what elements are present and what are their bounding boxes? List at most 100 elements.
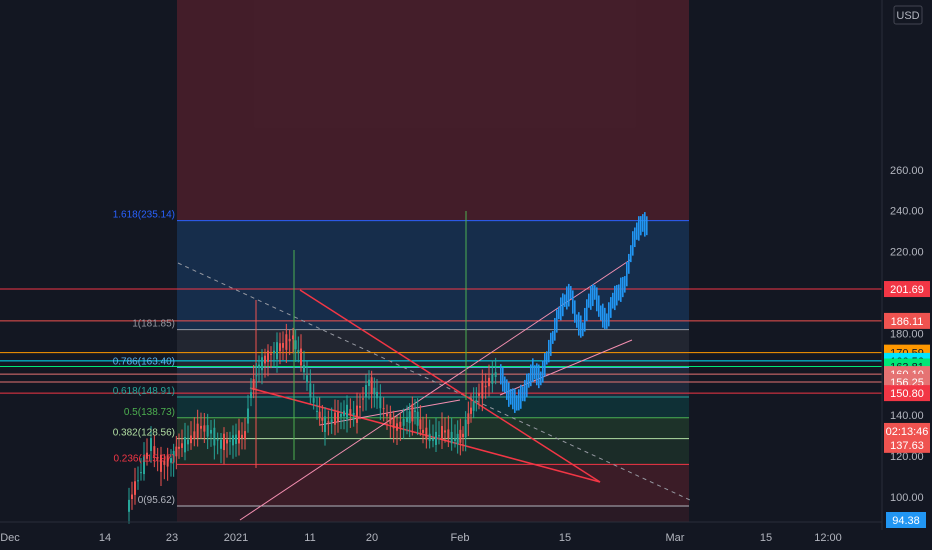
projection-candle [542,360,544,383]
projection-candle [548,339,550,363]
projection-candle [598,295,600,317]
candle-body [250,392,252,398]
candle-body [406,417,408,422]
projection-candle [514,388,516,413]
y-tick-0: 100.00 [890,492,924,504]
y-tick-7: 240.00 [890,206,924,218]
candle-body [309,383,312,397]
projection-candle [582,322,584,337]
projection-candle [532,358,534,383]
candle-body [166,455,169,467]
projection-candle [574,300,576,323]
candle-body [321,417,324,421]
projection-candle [566,286,568,310]
price-badge-text-7: 150.80 [890,388,924,400]
projection-candle [592,284,594,307]
projection-candle [526,373,528,398]
fib-zones [177,0,689,522]
candle-body [137,480,139,482]
candle-body [300,348,302,366]
candle-body [399,421,402,428]
candle-body [282,343,284,348]
price-badge-7 [884,385,930,402]
projection-candle [510,388,512,405]
fib-labels: 0(95.62) 0.236(115.97) 0.382(128.56) 0.5(13… [113,210,175,506]
candle-body [370,377,373,395]
fib-label-7: 1.618(235.14) [113,210,175,221]
candle-body [150,438,152,452]
candle-body [481,380,484,399]
candle-body [303,364,305,373]
fib-label-4: 0.618(148.91) [113,386,175,397]
fib-lines [177,220,689,507]
projection-candle [512,388,514,410]
projection-candle [556,309,558,333]
x-tick-4: 11 [304,532,315,544]
candle-body [422,429,424,433]
candle-body [462,433,464,438]
projection-candle [546,351,548,365]
projection-candle [562,293,564,317]
candle-body [327,421,330,423]
descending-trend-line [299,289,601,483]
candle-body [238,430,240,444]
price-axis[interactable] [882,0,932,550]
projection-candle [506,379,508,400]
candle-body [425,427,428,440]
projection-candle [518,389,520,411]
x-tick-0: Dec [0,532,20,544]
projection-candle [586,299,588,322]
projection-candle [602,303,604,328]
candle-body [247,408,249,424]
projection-candle [636,222,638,240]
projection-candle [558,306,560,320]
projection-candle [580,315,582,338]
candle-body [396,423,398,431]
projection-candle [564,294,566,307]
candle-body [172,450,175,463]
candle-body [241,434,243,439]
candle-body [365,385,367,398]
fib-zone-0 [177,464,689,506]
x-tick-3: 2021 [224,532,248,544]
x-tick-5: 20 [366,532,378,544]
projection-candle [522,386,524,402]
candle-body [435,431,437,445]
fib-label-5: 0.786(163.40) [113,356,175,367]
candle-body [279,343,281,352]
candle-body [459,429,462,443]
projection-candle [540,371,542,386]
x-ticks: Dec 14 23 2021 11 20 Feb 15 Mar 15 12:00 [0,532,842,544]
candle-body [288,338,291,342]
price-badge-text-9: 137.63 [890,440,924,452]
projection-candle [638,216,640,241]
projection-candles [500,212,648,413]
candle-body [346,404,348,419]
candle-body [187,439,189,445]
candle-body [491,374,494,384]
candle-body [255,375,258,377]
y-ticks: 100.00120.00140.00160.00180.00200.00220.… [890,165,924,504]
candle-body [419,419,422,430]
projection-candle [622,276,624,298]
projection-candle [632,231,634,256]
currency-badge[interactable] [893,5,923,25]
candle-body [478,393,480,396]
candle-body [456,433,459,445]
candle-body [454,438,456,441]
projection-candle [568,283,570,307]
fib-label-3: 0.5(138.73) [124,407,175,418]
candle-body [330,419,333,423]
projection-candle [616,284,618,306]
candle-body [324,416,326,433]
price-badge-text-1: 186.11 [891,316,924,328]
price-badge-text-8: 02:13:46 [886,426,929,438]
candle-body [337,412,339,422]
candle-body [441,426,443,440]
fib-label-0: 0(95.62) [138,495,175,506]
price-badge-text-0: 201.69 [890,284,924,296]
candle-body [190,435,192,444]
projection-candle [508,382,510,407]
candle-body [273,350,275,354]
